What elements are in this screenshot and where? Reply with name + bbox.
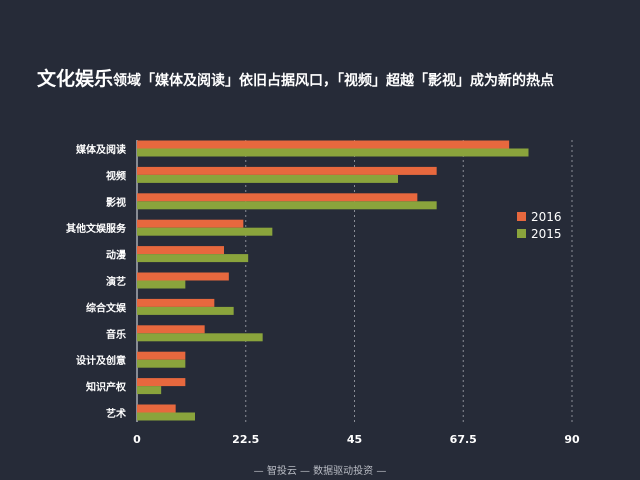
category-label: 媒体及阅读 (75, 143, 126, 156)
bar-2016 (137, 378, 186, 387)
bar-2015 (137, 227, 273, 236)
category-label: 音乐 (106, 328, 126, 341)
grid-lines (136, 140, 573, 422)
bar-2015 (137, 254, 249, 263)
bar-2016 (137, 325, 205, 334)
bar-2015 (137, 359, 186, 368)
bar-2015 (137, 306, 234, 315)
bar-2015 (137, 333, 263, 342)
bar-2016 (137, 193, 418, 202)
bar-2016 (137, 140, 510, 149)
x-tick-label: 45 (347, 433, 362, 446)
bar-2016 (137, 404, 176, 413)
category-label: 艺术 (106, 407, 126, 420)
legend-label: 2015 (531, 227, 562, 241)
category-label: 综合文娱 (86, 301, 127, 314)
category-label: 动漫 (106, 249, 127, 262)
category-label: 视频 (106, 169, 126, 182)
legend-label: 2016 (531, 210, 562, 224)
category-label: 影视 (106, 196, 126, 209)
legend-swatch (517, 229, 526, 238)
bar-2016 (137, 246, 224, 255)
bar-2016 (137, 166, 437, 175)
chart-title: 文化娱乐领域「媒体及阅读」依旧占据风口，「视频」超越「影视」成为新的热点 (37, 64, 554, 91)
legend: 2016 2015 (517, 210, 562, 241)
category-label: 演艺 (106, 275, 126, 288)
category-label: 设计及创意 (76, 354, 126, 367)
bars (137, 140, 529, 421)
category-label: 知识产权 (85, 381, 127, 394)
bar-2015 (137, 280, 186, 289)
x-tick-labels: 0 22.5 45 67.5 90 (133, 433, 580, 446)
x-tick-label: 22.5 (232, 433, 259, 446)
bar-2016 (137, 272, 229, 281)
x-tick-label: 0 (133, 433, 141, 446)
bar-2016 (137, 219, 244, 228)
chart-title-rest: 领域「媒体及阅读」依旧占据风口，「视频」超越「影视」成为新的热点 (113, 73, 555, 89)
legend-swatch (517, 212, 526, 221)
bar-2015 (137, 412, 195, 421)
x-tick-label: 90 (564, 433, 580, 446)
bar-2015 (137, 201, 437, 210)
chart-frame (13, 13, 627, 467)
chart-title-lead: 文化娱乐 (37, 68, 114, 90)
bar-2016 (137, 298, 215, 307)
x-tick-label: 67.5 (450, 433, 477, 446)
category-label: 其他文娱服务 (66, 222, 127, 235)
bar-2015 (137, 174, 398, 183)
bar-2015 (137, 148, 529, 157)
bar-2015 (137, 386, 162, 395)
footer-caption: — 智投云 — 数据驱动投资 — (253, 466, 387, 477)
bar-2016 (137, 351, 186, 360)
